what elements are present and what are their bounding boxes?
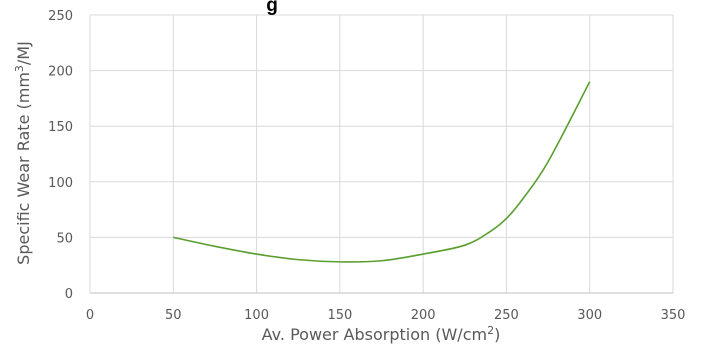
x-tick-label: 350: [661, 308, 686, 323]
x-tick-label: 100: [244, 308, 269, 323]
x-tick-label: 0: [86, 308, 94, 323]
y-tick-label: 100: [48, 176, 73, 191]
x-tick-label: 150: [327, 308, 352, 323]
x-tick-label: 50: [165, 308, 182, 323]
gridlines: [90, 14, 674, 293]
x-tick-labels: 0 50 100 150 200 250 300 350: [86, 308, 686, 323]
y-tick-label: 150: [48, 120, 73, 135]
y-tick-label: 200: [48, 65, 73, 80]
x-axis-title: Av. Power Absorption (W/cm2): [262, 324, 501, 345]
x-tick-label: 250: [494, 308, 519, 323]
series-lines: [173, 81, 591, 263]
series-line: [173, 81, 591, 263]
chart-title: g: [266, 0, 278, 16]
y-tick-label: 250: [48, 9, 73, 24]
y-tick-label: 0: [65, 287, 73, 302]
x-tick-label: 300: [577, 308, 602, 323]
x-tick-label: 200: [411, 308, 436, 323]
axes: [89, 15, 673, 294]
y-tick-labels: 0 50 100 150 200 250: [48, 9, 73, 302]
y-tick-label: 50: [56, 231, 73, 246]
y-axis-title: Specific Wear Rate (mm3/MJ: [13, 41, 34, 265]
